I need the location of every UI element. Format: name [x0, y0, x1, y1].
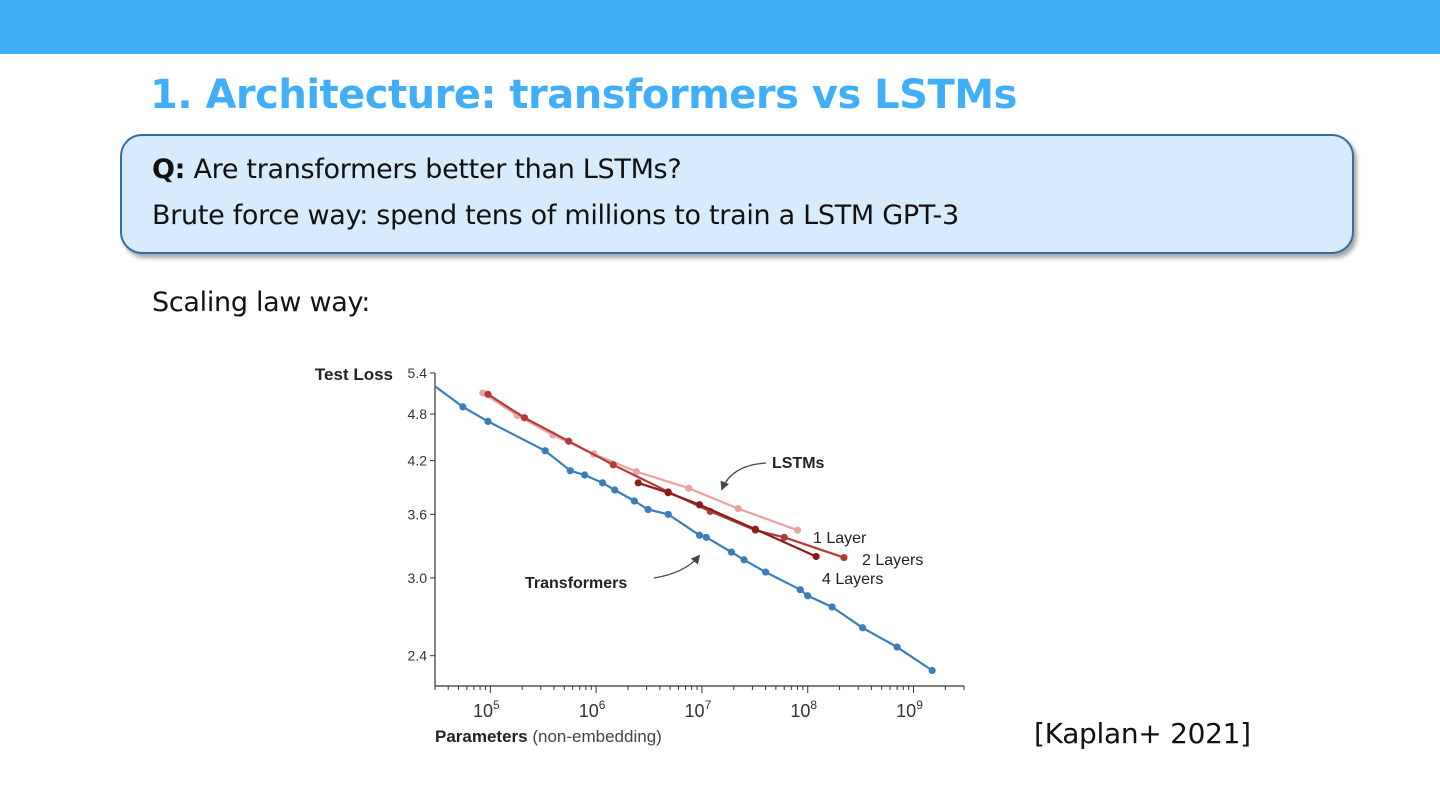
x-tick-exponent: 5	[493, 698, 500, 712]
transformers-point	[581, 471, 589, 479]
brute-force-line: Brute force way: spend tens of millions …	[152, 200, 959, 231]
lstm-1-layer-point	[632, 467, 640, 476]
lstm-2-layers-line	[487, 393, 845, 559]
transformers-annotation: Transformers	[525, 575, 627, 592]
transformers-point	[541, 447, 549, 455]
y-tick-label: 4.2	[408, 453, 428, 469]
transformers-point	[796, 586, 804, 594]
x-tick-label: 106	[579, 698, 606, 721]
transformers-point	[630, 497, 638, 505]
lstm-2-layers-point	[780, 533, 788, 541]
question-label: Q:	[152, 154, 186, 185]
y-tick-label: 3.0	[408, 570, 428, 586]
lstm-1-layer-line	[482, 391, 798, 532]
x-axis-title-main: Parameters	[435, 727, 528, 746]
y-tick-label: 2.4	[408, 648, 428, 664]
y-tick-label: 5.4	[408, 365, 428, 381]
lstm-4-layers-point	[664, 489, 672, 497]
lstms-annotation: LSTMs	[772, 455, 825, 472]
lstm-4-layers-point	[634, 479, 642, 487]
transformers-point	[893, 643, 901, 651]
lstm-4-layers-point	[751, 525, 759, 533]
lstm-4-layers-point	[812, 552, 820, 561]
transformers-point	[611, 486, 619, 494]
transformers-point	[928, 666, 936, 675]
transformers-point	[598, 479, 607, 487]
transformers-point	[804, 592, 812, 600]
transformers-line	[434, 385, 933, 672]
lstm-2-layers-point	[484, 390, 492, 398]
transformers-point	[459, 403, 467, 411]
question-text: Are transformers better than LSTMs?	[185, 154, 682, 185]
four-layers-label: 4 Layers	[822, 571, 883, 588]
transformers-point	[664, 510, 672, 518]
transformers-point	[702, 533, 710, 541]
x-tick-exponent: 6	[599, 698, 606, 712]
scaling-law-label: Scaling law way:	[152, 287, 371, 318]
lstm-2-layers-point	[840, 553, 848, 562]
transformers-point	[484, 417, 492, 425]
lstm-1-layer-point	[734, 504, 742, 513]
x-tick-label: 105	[473, 698, 500, 721]
question-line: Q: Are transformers better than LSTMs?	[152, 154, 682, 185]
transformers-point	[740, 556, 748, 564]
lstm-4-layers-point	[695, 501, 704, 509]
lstm-1-layer-point	[793, 526, 802, 534]
two-layers-label: 2 Layers	[862, 552, 923, 569]
transformers-point	[727, 548, 736, 556]
y-axis-title: Test Loss	[315, 365, 393, 384]
lstm-2-layers-point	[609, 461, 617, 469]
x-tick-exponent: 9	[916, 698, 923, 712]
transformers-point	[828, 603, 836, 611]
transformers-point	[566, 467, 574, 475]
x-tick-label: 108	[790, 698, 817, 721]
scaling-law-chart: 5.4 4.8 4.2 3.6 3.0 2.4 Test Loss 105 106 107 108 1…	[315, 365, 965, 746]
x-tick-exponent: 7	[705, 698, 712, 712]
transformers-arrow	[653, 554, 701, 579]
one-layer-label: 1 Layer	[813, 530, 867, 547]
lstm-1-layer-point	[685, 484, 693, 492]
question-box: Q: Are transformers better than LSTMs? B…	[120, 134, 1354, 254]
y-tick-label: 3.6	[408, 506, 428, 522]
lstm-2-layers-point	[565, 437, 573, 445]
transformers-point	[644, 505, 652, 514]
x-axis-title-suffix: (non-embedding)	[528, 727, 662, 746]
header-bar	[0, 0, 1440, 54]
slide-title: 1. Architecture: transformers vs LSTMs	[150, 72, 1017, 118]
lstm-2-layers-point	[520, 414, 529, 422]
x-tick-exponent: 8	[810, 698, 817, 712]
x-tick-label: 109	[896, 698, 923, 721]
transformers-point	[858, 624, 867, 632]
x-axis-title: Parameters (non-embedding)	[435, 727, 662, 746]
x-tick-label: 107	[685, 698, 712, 721]
transformers-point	[762, 568, 770, 576]
lstms-arrow	[720, 462, 767, 491]
citation: [Kaplan+ 2021]	[1034, 717, 1251, 750]
y-tick-label: 4.8	[408, 406, 428, 422]
transformers-point	[695, 531, 704, 539]
